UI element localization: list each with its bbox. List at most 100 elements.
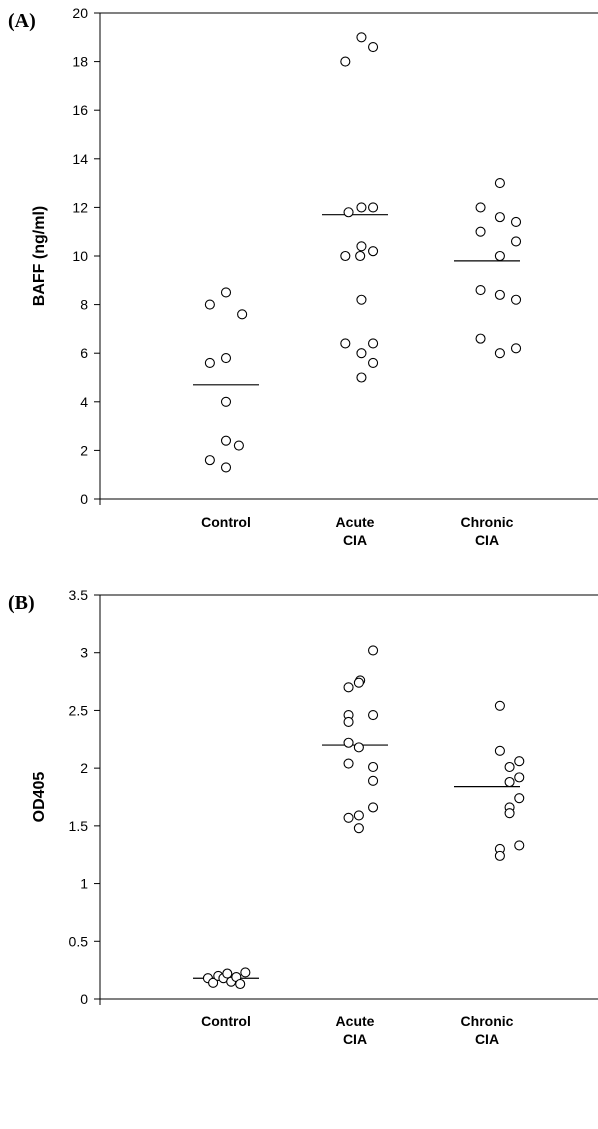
panel-a-category-label: Chronic [461, 514, 514, 530]
panel-b-data-point [494, 745, 505, 756]
panel-a-y-tick-label: 8 [80, 297, 88, 313]
panel-a-y-tick-label: 10 [72, 248, 88, 264]
panel-a-y-axis-title: BAFF (ng/ml) [31, 206, 48, 306]
panel-a-data-point [340, 56, 351, 67]
panel-a-data-point [220, 462, 232, 473]
panel-a-data-point [356, 348, 367, 359]
panel-a-data-point [356, 372, 367, 383]
panel-b-category-label: CIA [475, 1031, 499, 1047]
panel-a-data-point [220, 396, 232, 407]
panel-a-data-point [204, 357, 215, 368]
panel-b-data-point [494, 850, 505, 861]
panel-b-y-tick-label: 1.5 [69, 818, 89, 834]
panel-b-data-point [368, 761, 379, 773]
panel-b-data-point [353, 810, 364, 821]
panel-b-data-point [353, 823, 364, 834]
panel-a-data-point [510, 216, 522, 228]
panel-a-data-point [475, 226, 486, 237]
panel-a-data-point [510, 294, 522, 305]
panel-a-data-point [220, 287, 232, 298]
panel-b-data-point [343, 682, 354, 693]
panel-b-data-point [222, 968, 233, 979]
panel-b-data-point [514, 793, 525, 804]
panel-a-data-point [340, 250, 351, 262]
panel-a-data-point [475, 284, 486, 296]
panel-a-category-label: CIA [343, 532, 367, 548]
panel-b-y-tick-label: 2 [80, 760, 88, 776]
panel-a-data-point [475, 333, 486, 344]
panel-b-data-point [368, 645, 379, 656]
panel-b-data-point [353, 677, 364, 688]
panel-a-data-point [355, 250, 366, 262]
panel-b-y-tick-label: 0.5 [69, 933, 89, 949]
panel-a-data-point [494, 212, 505, 223]
panel-a-data-point [220, 353, 232, 364]
panel-a-category-label: CIA [475, 532, 499, 548]
panel-a-data-point [368, 41, 379, 53]
panel-a-data-point [494, 289, 505, 300]
panel-a-data-point [475, 202, 486, 213]
panel-a-data-point [237, 309, 248, 320]
panel-b-category-label: Control [201, 1013, 251, 1029]
panel-a-y-tick-label: 20 [72, 5, 88, 21]
panel-b-y-tick-label: 1 [80, 876, 88, 892]
panel-b-data-point [514, 772, 525, 783]
panel-b-category-label: Chronic [461, 1013, 514, 1029]
panel-a-data-point [220, 435, 232, 446]
panel-b-data-point [504, 776, 515, 788]
panel-a-data-point [510, 236, 522, 247]
panel-a-data-point [494, 178, 505, 189]
panel-a-data-point [204, 299, 215, 310]
panel-a-data-point [368, 338, 379, 349]
panel-a-data-point [510, 343, 522, 354]
panel-b-y-tick-label: 2.5 [69, 702, 89, 718]
panel-a-data-point [494, 348, 505, 359]
panel-b-category-label: CIA [343, 1031, 367, 1047]
panel-a-label: (A) [8, 10, 36, 32]
panel-a-y-tick-label: 14 [72, 151, 88, 167]
panel-a-y-tick-label: 6 [80, 345, 88, 361]
panel-a-data-point [368, 357, 379, 368]
panel-a-y-tick-label: 16 [72, 102, 88, 118]
panel-b-y-tick-label: 3.5 [69, 587, 89, 603]
panel-b-data-point [368, 802, 379, 813]
panel-b-data-point [368, 775, 379, 786]
panel-a-data-point [494, 250, 505, 262]
panel-b-data-point [240, 967, 251, 978]
panel-a-y-tick-label: 4 [80, 394, 88, 410]
panel-a-y-tick-label: 18 [72, 54, 88, 70]
panel-b-y-tick-label: 3 [80, 645, 88, 661]
panel-a-data-point [368, 202, 379, 213]
panel-b-y-tick-label: 0 [80, 991, 88, 1007]
panel-a-data-point [343, 207, 354, 218]
panel-b-data-point [343, 812, 354, 823]
panel-b-data-point [235, 978, 246, 990]
panel-b-data-point [494, 700, 505, 711]
panel-b-label: (B) [8, 592, 35, 614]
panel-a-data-point [356, 241, 367, 252]
panel-b-data-point [343, 716, 354, 728]
panel-a-data-point [356, 32, 367, 43]
panel-b-data-point [514, 840, 525, 851]
panel-b-y-axis-title: OD405 [31, 772, 48, 823]
panel-b-data-point [514, 756, 525, 767]
panel-a-data-point [340, 338, 351, 349]
panel-a-y-tick-label: 12 [72, 199, 88, 215]
panel-a-data-point [233, 440, 244, 451]
panel-b-data-point [504, 761, 515, 773]
panel-b-category-label: Acute [336, 1013, 375, 1029]
panel-a-data-point [204, 455, 215, 466]
panel-a-category-label: Acute [336, 514, 375, 530]
panel-b-data-point [353, 742, 364, 753]
panel-a-data-point [368, 246, 379, 257]
panel-b-data-point [208, 977, 219, 988]
panel-a-data-point [356, 202, 367, 213]
panel-a-category-label: Control [201, 514, 251, 530]
panel-b-data-point [343, 737, 354, 748]
panel-a-y-tick-label: 2 [80, 442, 88, 458]
panel-a-y-tick-label: 0 [80, 491, 88, 507]
panel-b-data-point [343, 758, 354, 769]
panel-b-data-point [504, 808, 515, 819]
panel-a-data-point [356, 294, 367, 305]
